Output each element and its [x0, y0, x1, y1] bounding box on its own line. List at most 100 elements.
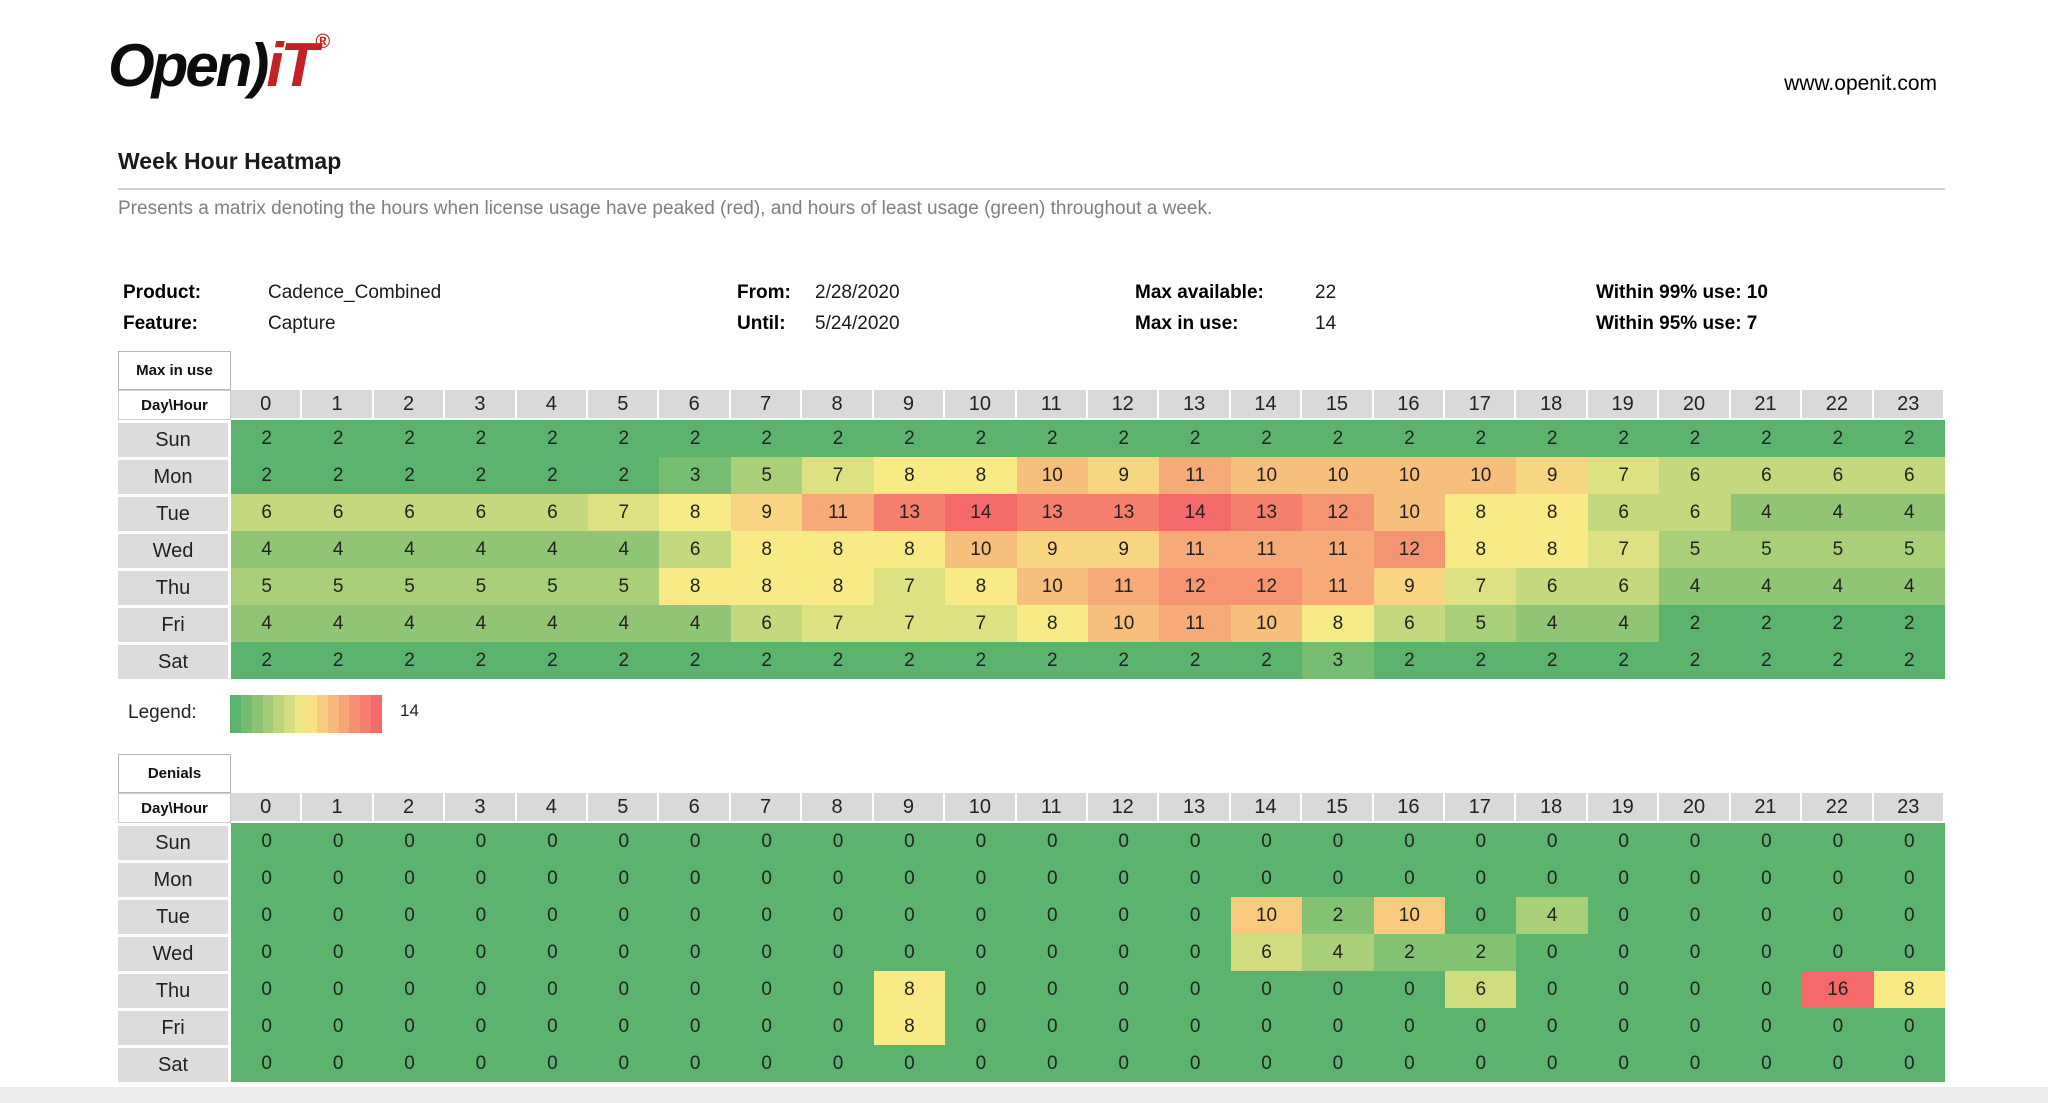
- heatmap-cell: 2: [231, 420, 303, 457]
- heatmap-cell: 0: [802, 934, 874, 971]
- heatmap-cell: 0: [1659, 823, 1731, 860]
- row-label-mon: Mon: [118, 860, 231, 897]
- col-header-hour-3: 3: [445, 793, 517, 823]
- heatmap-cell: 11: [1302, 568, 1374, 605]
- heatmap-cell: 0: [1016, 860, 1088, 897]
- heatmap-cell: 0: [1016, 897, 1088, 934]
- heatmap-cell: 0: [445, 860, 517, 897]
- heatmap-cell: 0: [802, 860, 874, 897]
- heatmap-cell: 0: [1730, 934, 1803, 971]
- row-label-sun: Sun: [118, 823, 231, 860]
- heatmap-cell: 11: [1159, 605, 1231, 642]
- heatmap-cell: 7: [873, 568, 946, 605]
- heatmap-cell: 0: [802, 823, 874, 860]
- col-header-hour-19: 19: [1587, 793, 1660, 823]
- heatmap-cell: 13: [873, 494, 946, 531]
- heatmap-cell: 4: [1516, 897, 1588, 934]
- heatmap-cell: 0: [1087, 971, 1160, 1008]
- product-label: Product:: [123, 282, 202, 303]
- col-header-hour-4: 4: [516, 793, 589, 823]
- heatmap-cell: 0: [1802, 1045, 1874, 1082]
- within-95-label: Within 95% use: 7: [1596, 313, 1758, 334]
- heatmap-cell: 0: [1373, 971, 1446, 1008]
- heatmap-cell: 0: [302, 934, 374, 971]
- heatmap-cell: 0: [231, 823, 303, 860]
- col-header-hour-0: 0: [231, 390, 303, 420]
- heatmap-cell: 2: [302, 457, 374, 494]
- col-header-hour-17: 17: [1445, 390, 1517, 420]
- heatmap-cell: 2: [373, 420, 446, 457]
- heatmap-cell: 0: [945, 897, 1017, 934]
- heatmap-cell: 0: [302, 823, 374, 860]
- heatmap-cell: 4: [1302, 934, 1374, 971]
- heatmap-cell: 2: [1159, 642, 1231, 679]
- heatmap-cell: 5: [588, 568, 660, 605]
- heatmap-cell: 0: [516, 860, 589, 897]
- heatmap-cell: 2: [1587, 642, 1660, 679]
- heatmap-cell: 0: [588, 823, 660, 860]
- col-header-hour-22: 22: [1802, 390, 1874, 420]
- max-available-label: Max available:: [1135, 282, 1264, 303]
- heatmap-cell: 4: [659, 605, 731, 642]
- heatmap-cell: 2: [1302, 897, 1374, 934]
- col-header-hour-18: 18: [1516, 390, 1588, 420]
- heatmap-cell: 0: [588, 934, 660, 971]
- legend-step: [251, 695, 263, 733]
- heatmap-cell: 12: [1302, 494, 1374, 531]
- tab-max-in-use: Max in use: [118, 351, 231, 390]
- heatmap-cell: 4: [373, 605, 446, 642]
- heatmap-cell: 0: [1516, 860, 1588, 897]
- heatmap-cell: 4: [588, 531, 660, 568]
- heatmap-cell: 6: [1587, 568, 1660, 605]
- heatmap-cell: 8: [730, 568, 803, 605]
- heatmap-cell: 0: [1445, 1045, 1517, 1082]
- col-header-hour-23: 23: [1873, 793, 1945, 823]
- website-link[interactable]: www.openit.com: [1784, 72, 1937, 95]
- heatmap-cell: 6: [1659, 457, 1731, 494]
- heatmap-cell: 0: [945, 934, 1017, 971]
- heatmap-cell: 8: [873, 1008, 946, 1045]
- heatmap-cell: 0: [1659, 934, 1731, 971]
- heatmap-cell: 8: [659, 494, 731, 531]
- heatmap-cell: 9: [730, 494, 803, 531]
- heatmap-cell: 0: [1873, 1008, 1945, 1045]
- heatmap-cell: 2: [1873, 605, 1945, 642]
- heatmap-cell: 6: [1802, 457, 1874, 494]
- heatmap-cell: 0: [302, 1045, 374, 1082]
- heatmap-cell: 0: [730, 1045, 803, 1082]
- heatmap-cell: 4: [516, 605, 589, 642]
- heatmap-cell: 0: [1587, 971, 1660, 1008]
- col-header-hour-2: 2: [373, 390, 446, 420]
- legend-step: [295, 695, 307, 733]
- row-label-thu: Thu: [118, 971, 231, 1008]
- page-title: Week Hour Heatmap: [118, 148, 342, 174]
- legend-step: [371, 695, 383, 733]
- heatmap-cell: 0: [1087, 860, 1160, 897]
- heatmap-cell: 0: [1302, 823, 1374, 860]
- col-header-hour-6: 6: [659, 390, 731, 420]
- heatmap-cell: 0: [1873, 934, 1945, 971]
- heatmap-cell: 0: [1730, 1045, 1803, 1082]
- heatmap-cell: 8: [802, 568, 874, 605]
- heatmap-cell: 0: [730, 971, 803, 1008]
- heatmap-cell: 7: [945, 605, 1017, 642]
- heatmap-cell: 0: [1230, 823, 1303, 860]
- heatmap-cell: 2: [1659, 642, 1731, 679]
- heatmap-cell: 0: [1445, 860, 1517, 897]
- col-header-hour-10: 10: [945, 390, 1017, 420]
- heatmap-cell: 6: [516, 494, 589, 531]
- heatmap-cell: 10: [1230, 897, 1303, 934]
- legend-label: Legend:: [128, 702, 197, 723]
- heatmap-cell: 5: [373, 568, 446, 605]
- col-header-hour-21: 21: [1730, 793, 1803, 823]
- heatmap-cell: 0: [659, 971, 731, 1008]
- col-header-hour-20: 20: [1659, 793, 1731, 823]
- title-divider: [118, 188, 1945, 190]
- heatmap-cell: 2: [1445, 642, 1517, 679]
- heatmap-cell: 2: [445, 457, 517, 494]
- heatmap-cell: 2: [1087, 420, 1160, 457]
- heatmap-cell: 6: [1659, 494, 1731, 531]
- heatmap-cell: 16: [1802, 971, 1874, 1008]
- heatmap-cell: 6: [659, 531, 731, 568]
- heatmap-cell: 0: [373, 897, 446, 934]
